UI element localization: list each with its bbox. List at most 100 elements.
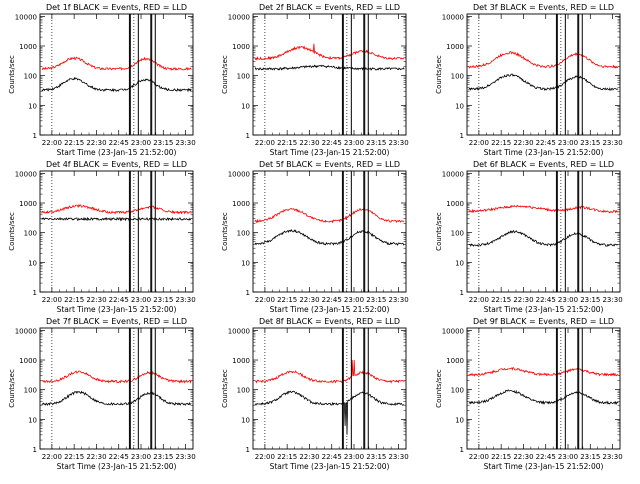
y-tick-label: 1000 <box>19 357 37 365</box>
lld-series-line <box>468 366 619 377</box>
y-axis-label: Counts/sec <box>8 369 16 408</box>
x-tick-label: 23:15 <box>580 453 600 461</box>
x-tick-label: 23:15 <box>366 453 386 461</box>
detector-panel-8: Det 8f BLACK = Events, RED = LLD Counts/s… <box>221 317 409 471</box>
panel-title: Det 3f BLACK = Events, RED = LLD <box>473 3 614 12</box>
x-tick-label: 22:15 <box>277 453 297 461</box>
events-series-line <box>41 390 192 406</box>
x-axis-label: Start Time (23-Jan-15 21:52:00) <box>57 148 177 157</box>
x-tick-label: 22:00 <box>42 139 62 147</box>
y-tick-label: 10 <box>28 102 37 110</box>
panel-title: Det 8f BLACK = Events, RED = LLD <box>259 317 400 326</box>
y-tick-label: 100 <box>237 73 250 81</box>
x-tick-label: 22:00 <box>469 453 489 461</box>
x-tick-label: 23:15 <box>366 139 386 147</box>
x-tick-label: 23:00 <box>558 453 578 461</box>
y-axis-label: Counts/sec <box>221 369 229 408</box>
y-tick-label: 1 <box>246 132 250 140</box>
panel-title: Det 5f BLACK = Events, RED = LLD <box>259 160 400 169</box>
y-tick-label: 1000 <box>19 43 37 51</box>
plot-frame <box>466 170 621 293</box>
y-tick-label: 10000 <box>15 327 37 335</box>
plot-frame <box>466 327 621 450</box>
panel-title: Det 1f BLACK = Events, RED = LLD <box>46 3 187 12</box>
y-tick-label: 100 <box>237 230 250 238</box>
y-tick-label: 10000 <box>442 327 464 335</box>
y-tick-label: 1 <box>460 446 464 454</box>
lld-series-line <box>41 370 192 384</box>
x-tick-label: 22:15 <box>64 453 84 461</box>
x-tick-label: 22:00 <box>469 296 489 304</box>
y-tick-label: 1 <box>246 446 250 454</box>
y-tick-label: 1 <box>33 132 37 140</box>
x-axis-label: Start Time (23-Jan-15 21:52:00) <box>484 462 604 471</box>
y-tick-label: 10000 <box>442 13 464 21</box>
y-tick-label: 100 <box>451 73 464 81</box>
detector-panel-6: Det 6f BLACK = Events, RED = LLD Counts/s… <box>435 160 623 314</box>
events-series-line <box>41 216 192 222</box>
y-axis-label: Counts/sec <box>221 55 229 94</box>
y-tick-label: 1 <box>460 289 464 297</box>
x-tick-label: 22:30 <box>86 453 106 461</box>
y-tick-label: 1 <box>33 446 37 454</box>
x-tick-label: 23:00 <box>558 296 578 304</box>
y-tick-label: 10 <box>241 102 250 110</box>
panel-title: Det 9f BLACK = Events, RED = LLD <box>473 317 614 326</box>
x-tick-label: 22:15 <box>64 296 84 304</box>
x-tick-label: 22:00 <box>42 453 62 461</box>
x-tick-label: 23:00 <box>131 453 151 461</box>
x-tick-label: 22:45 <box>322 139 342 147</box>
events-series-line <box>254 390 405 435</box>
y-tick-label: 10 <box>455 102 464 110</box>
x-axis-label: Start Time (23-Jan-15 21:52:00) <box>484 305 604 314</box>
x-tick-label: 22:00 <box>469 139 489 147</box>
plot-frame <box>39 170 194 293</box>
y-tick-label: 10 <box>28 416 37 424</box>
y-tick-label: 10 <box>455 259 464 267</box>
y-tick-label: 10000 <box>228 13 250 21</box>
x-tick-label: 23:30 <box>175 453 195 461</box>
events-series-line <box>468 389 619 405</box>
detector-panel-5: Det 5f BLACK = Events, RED = LLD Counts/s… <box>221 160 409 314</box>
x-tick-label: 22:30 <box>299 453 319 461</box>
detector-panel-9: Det 9f BLACK = Events, RED = LLD Counts/s… <box>435 317 623 471</box>
x-tick-label: 22:15 <box>277 296 297 304</box>
x-tick-label: 23:30 <box>388 139 408 147</box>
y-tick-label: 1 <box>33 289 37 297</box>
y-tick-label: 1000 <box>232 43 250 51</box>
x-tick-label: 23:00 <box>131 139 151 147</box>
x-tick-label: 22:30 <box>86 139 106 147</box>
x-tick-label: 22:45 <box>109 296 129 304</box>
x-tick-label: 22:00 <box>255 296 275 304</box>
y-tick-label: 10000 <box>228 327 250 335</box>
detector-panel-4: Det 4f BLACK = Events, RED = LLD Counts/s… <box>8 160 196 314</box>
y-tick-label: 1000 <box>232 357 250 365</box>
plot-frame <box>252 327 407 450</box>
x-tick-label: 22:15 <box>277 139 297 147</box>
x-tick-label: 23:15 <box>366 296 386 304</box>
x-tick-label: 23:30 <box>175 139 195 147</box>
x-tick-label: 23:00 <box>131 296 151 304</box>
x-tick-label: 23:30 <box>602 296 622 304</box>
x-tick-label: 23:30 <box>175 296 195 304</box>
lld-series-line <box>468 51 619 69</box>
x-tick-label: 22:15 <box>491 139 511 147</box>
x-tick-label: 22:45 <box>109 453 129 461</box>
x-axis-label: Start Time (23-Jan-15 21:52:00) <box>57 305 177 314</box>
y-axis-label: Counts/sec <box>435 55 443 94</box>
x-tick-label: 23:00 <box>344 296 364 304</box>
lld-series-line <box>41 204 192 215</box>
x-tick-label: 22:15 <box>64 139 84 147</box>
y-axis-label: Counts/sec <box>8 212 16 251</box>
y-tick-label: 10 <box>241 416 250 424</box>
x-tick-label: 23:15 <box>580 139 600 147</box>
plot-frame <box>252 170 407 293</box>
events-series-line <box>468 73 619 92</box>
events-series-line <box>468 229 619 247</box>
lld-series-line <box>468 204 619 214</box>
x-tick-label: 22:00 <box>255 139 275 147</box>
plot-frame <box>39 327 194 450</box>
detector-panel-1: Det 1f BLACK = Events, RED = LLD Counts/s… <box>8 3 196 157</box>
y-tick-label: 10 <box>241 259 250 267</box>
